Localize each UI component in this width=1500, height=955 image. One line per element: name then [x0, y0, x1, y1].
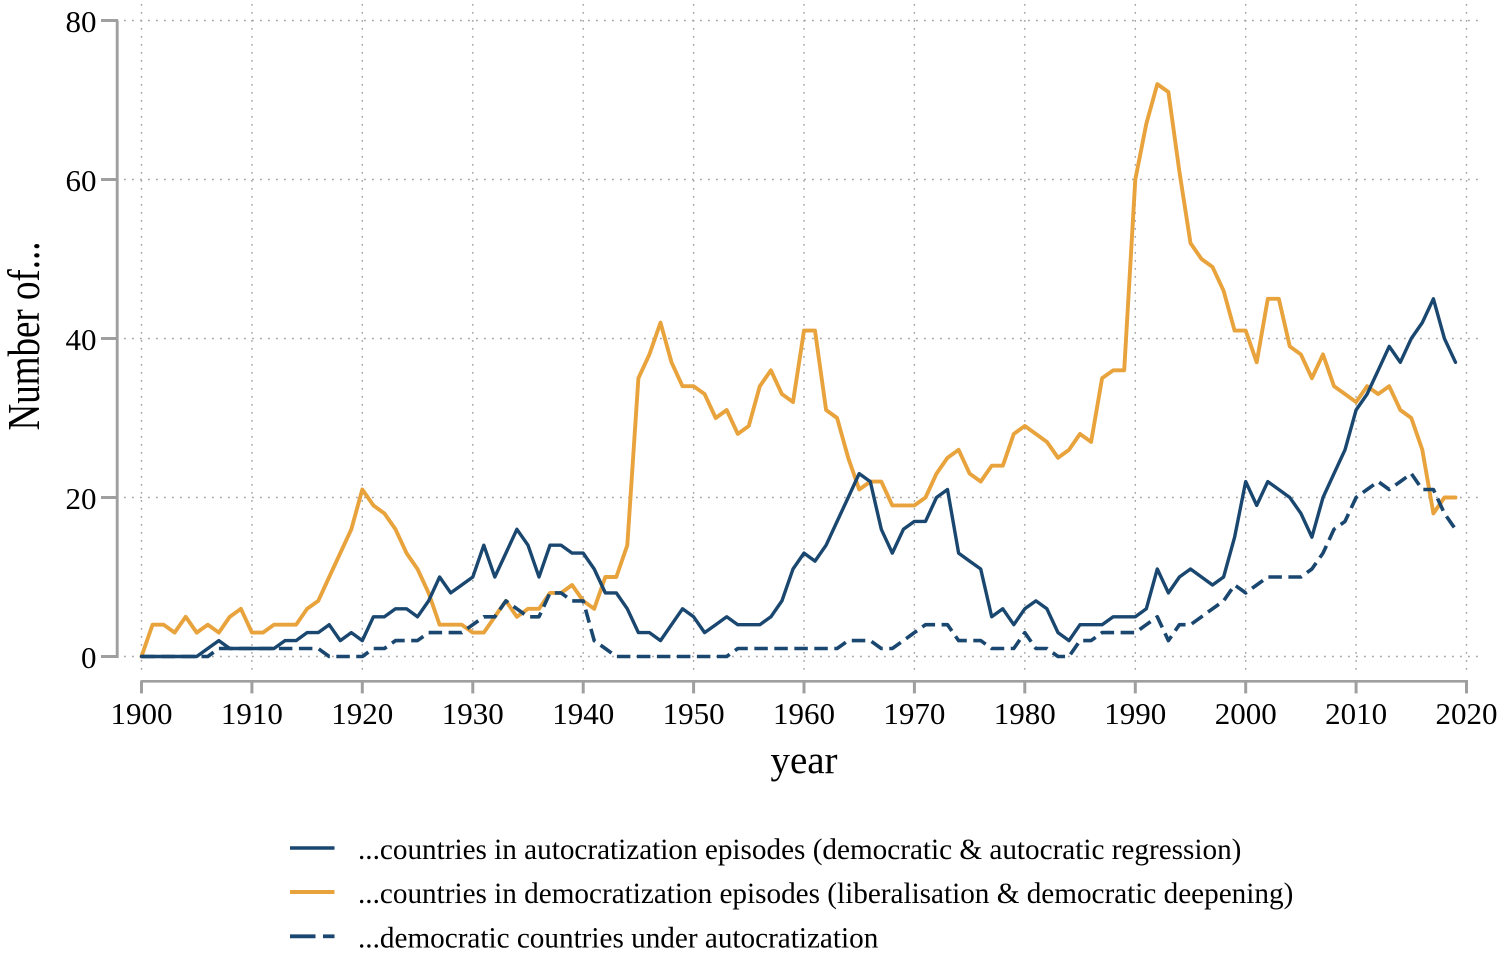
svg-text:year: year: [770, 739, 837, 782]
svg-text:1960: 1960: [773, 696, 835, 731]
svg-text:20: 20: [66, 481, 97, 516]
svg-text:Number of...: Number of...: [0, 242, 49, 431]
svg-text:40: 40: [66, 322, 97, 357]
svg-text:1940: 1940: [552, 696, 614, 731]
svg-text:1920: 1920: [331, 696, 393, 731]
svg-text:2020: 2020: [1436, 696, 1498, 731]
svg-text:1930: 1930: [442, 696, 504, 731]
svg-text:...countries in autocratizatio: ...countries in autocratization episodes…: [358, 834, 1241, 866]
svg-text:1950: 1950: [663, 696, 725, 731]
svg-text:60: 60: [66, 163, 97, 198]
svg-text:1980: 1980: [994, 696, 1056, 731]
svg-text:2000: 2000: [1215, 696, 1277, 731]
svg-text:...democratic countries under: ...democratic countries under autocratiz…: [358, 922, 879, 950]
svg-text:1910: 1910: [221, 696, 283, 731]
svg-text:2010: 2010: [1325, 696, 1387, 731]
svg-text:1990: 1990: [1104, 696, 1166, 731]
svg-text:80: 80: [66, 4, 97, 39]
svg-text:1900: 1900: [111, 696, 173, 731]
svg-text:...countries in democratizatio: ...countries in democratization episodes…: [358, 878, 1293, 910]
svg-text:1970: 1970: [883, 696, 945, 731]
svg-text:0: 0: [81, 640, 97, 675]
